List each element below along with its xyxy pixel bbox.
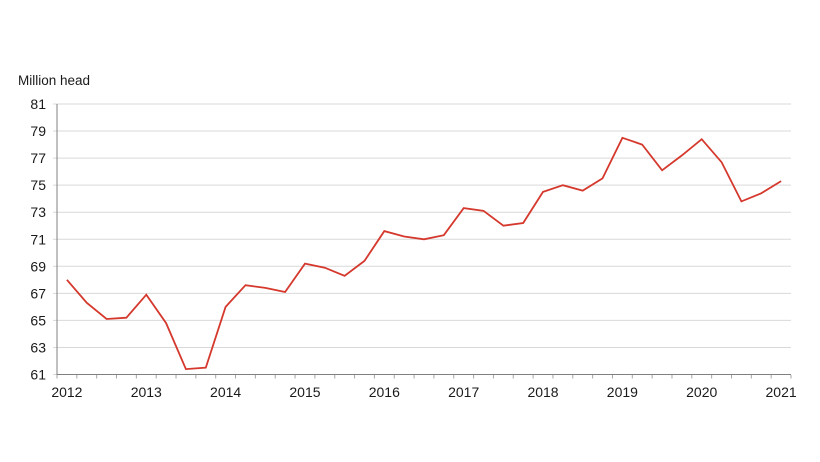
x-tick-label: 2020 <box>686 384 717 400</box>
x-tick-label: 2013 <box>131 384 162 400</box>
x-axis-tick-labels: 2012 2013 2014 2015 2016 2017 2018 2019 2020 2021 <box>51 384 797 400</box>
y-tick-label: 67 <box>30 285 46 301</box>
x-tick-label: 2019 <box>607 384 638 400</box>
y-tick-label: 81 <box>30 96 46 112</box>
y-tick-label: 77 <box>30 150 46 166</box>
y-tick-label: 63 <box>30 339 46 355</box>
x-tick-label: 2016 <box>369 384 400 400</box>
x-tick-label: 2021 <box>766 384 797 400</box>
y-tick-label: 75 <box>30 177 46 193</box>
x-tick-label: 2017 <box>448 384 479 400</box>
x-tick-label: 2015 <box>289 384 320 400</box>
axes <box>56 104 791 375</box>
y-tick-label: 79 <box>30 123 46 139</box>
y-tick-label: 65 <box>30 312 46 328</box>
y-axis-unit-label: Million head <box>18 73 91 88</box>
y-tick-label: 73 <box>30 204 46 220</box>
x-tick-label: 2018 <box>527 384 558 400</box>
x-tick-label: 2012 <box>51 384 82 400</box>
y-tick-label: 61 <box>30 367 46 383</box>
x-axis-minor-ticks <box>56 375 792 379</box>
y-axis-tick-labels: 61 63 65 67 69 71 73 75 77 79 81 <box>30 96 46 383</box>
x-tick-label: 2014 <box>210 384 241 400</box>
y-tick-label: 69 <box>30 258 46 274</box>
data-line-series <box>66 136 782 371</box>
y-tick-label: 71 <box>30 231 46 247</box>
